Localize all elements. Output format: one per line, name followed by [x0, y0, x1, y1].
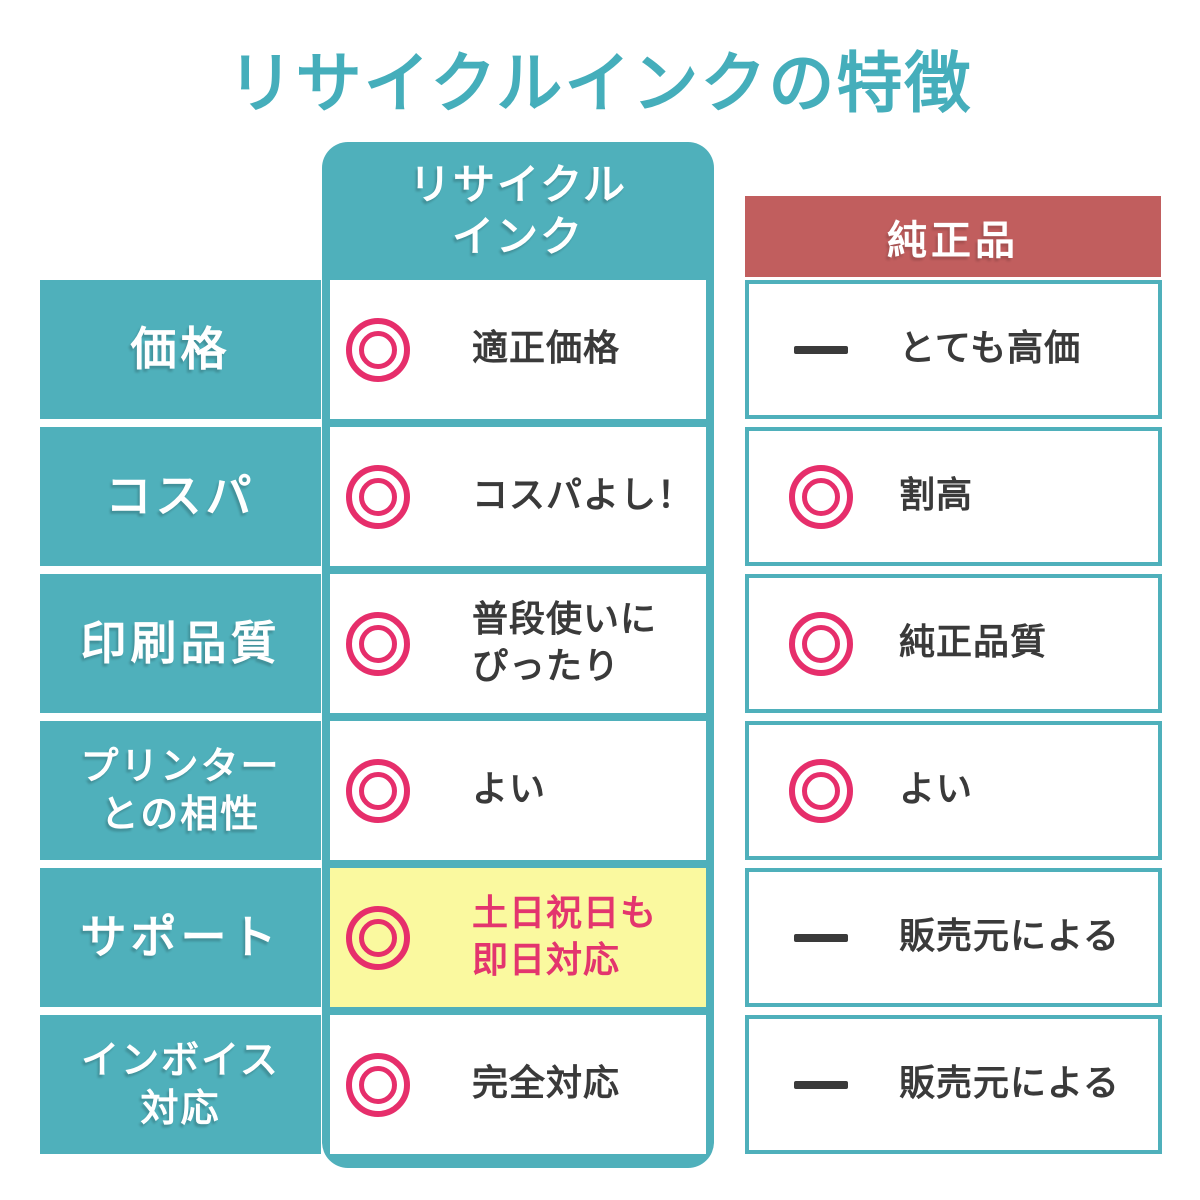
double-circle-icon [789, 758, 853, 823]
cell-print-quality-recycled: 普段使いに ぴったり [330, 574, 706, 713]
double-circle-icon [789, 611, 853, 676]
cell-text: 純正品質 [899, 622, 1048, 664]
page-title: リサイクルインクの特徴 [227, 45, 973, 122]
dash-icon [789, 1053, 853, 1117]
cell-text: 販売元による [899, 1063, 1120, 1105]
cell-text: よい [899, 769, 974, 811]
cell-cost-performance-recycled: コスパよし！ [330, 427, 706, 566]
row-header-printer-compatibility: プリンター との相性 [40, 721, 321, 860]
double-circle-icon [346, 611, 410, 676]
cell-support-genuine: 販売元による [745, 868, 1162, 1007]
cell-text: 土日祝日も 即日対応 [472, 892, 658, 981]
recycled-ink-column: リサイクル インク 適正価格 コスパよし！ 普段使いに ぴったり よい 土日祝日… [322, 142, 714, 1168]
cell-printer-compatibility-genuine: よい [745, 721, 1162, 860]
cell-text: 割高 [899, 475, 974, 517]
row-header-invoice: インボイス 対応 [40, 1015, 321, 1154]
double-circle-icon [346, 464, 410, 529]
cell-cost-performance-genuine: 割高 [745, 427, 1162, 566]
double-circle-icon [346, 317, 410, 382]
row-header-price: 価格 [40, 280, 321, 419]
double-circle-icon [789, 464, 853, 529]
double-circle-icon [346, 1052, 410, 1117]
dash-icon [789, 318, 853, 382]
cell-text: 完全対応 [472, 1063, 621, 1105]
row-header-cost-performance: コスパ [40, 427, 321, 566]
recycled-ink-cells: 適正価格 コスパよし！ 普段使いに ぴったり よい 土日祝日も 即日対応 完全対 [322, 280, 714, 1168]
cell-print-quality-genuine: 純正品質 [745, 574, 1162, 713]
cell-invoice-recycled: 完全対応 [330, 1015, 706, 1154]
double-circle-icon [346, 905, 410, 970]
cell-text: とても高価 [899, 328, 1082, 370]
cell-text: よい [472, 769, 547, 811]
row-header-print-quality: 印刷品質 [40, 574, 321, 713]
double-circle-icon [346, 758, 410, 823]
column-header-recycled-ink: リサイクル インク [409, 159, 627, 262]
row-header-support: サポート [40, 868, 321, 1007]
cell-text: コスパよし！ [472, 475, 695, 517]
cell-text: 普段使いに ぴったり [472, 598, 658, 687]
cell-price-genuine: とても高価 [745, 280, 1162, 419]
column-header-genuine: 純正品 [745, 196, 1161, 277]
dash-icon [789, 906, 853, 970]
cell-printer-compatibility-recycled: よい [330, 721, 706, 860]
cell-text: 適正価格 [472, 328, 621, 370]
cell-price-recycled: 適正価格 [330, 280, 706, 419]
cell-invoice-genuine: 販売元による [745, 1015, 1162, 1154]
cell-text: 販売元による [899, 916, 1120, 958]
cell-support-recycled-highlighted: 土日祝日も 即日対応 [330, 868, 706, 1007]
